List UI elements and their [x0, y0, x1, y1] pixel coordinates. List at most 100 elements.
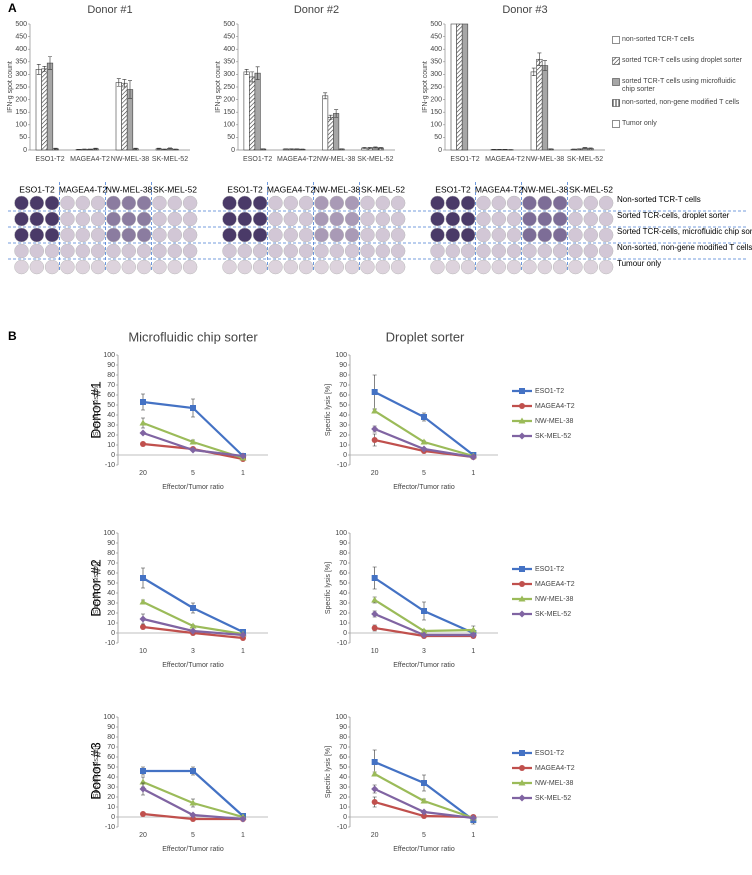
legend-marker [518, 779, 526, 786]
x-tick-label: MAGEA4-T2 [277, 156, 317, 163]
error-bar [531, 67, 536, 76]
well [344, 195, 360, 211]
well [283, 243, 299, 259]
y-tick-label: 90 [339, 540, 347, 547]
well [476, 211, 491, 227]
well [44, 211, 60, 227]
well [344, 227, 360, 243]
error-bar [328, 114, 333, 120]
y-tick-label: 0 [111, 814, 115, 821]
well [237, 195, 253, 211]
well [430, 227, 445, 243]
well [568, 259, 583, 275]
y-tick-label: -10 [337, 462, 347, 469]
y-tick-label: 90 [107, 724, 115, 731]
well [598, 243, 614, 259]
well [460, 259, 476, 275]
y-tick-label: 400 [223, 46, 235, 53]
well [75, 243, 91, 259]
well [314, 211, 329, 227]
well [60, 227, 75, 243]
well [314, 259, 329, 275]
well [252, 259, 268, 275]
marker [239, 631, 247, 639]
well [568, 243, 583, 259]
error-bar [93, 147, 98, 150]
marker [371, 596, 379, 603]
x-tick-label: 20 [139, 832, 147, 839]
well [329, 211, 345, 227]
bar [249, 76, 256, 151]
x-tick-label: 5 [422, 832, 426, 839]
y-tick-label: 70 [339, 560, 347, 567]
well [298, 211, 314, 227]
legend-label: Tumor only [622, 120, 657, 127]
y-tick-label: -10 [105, 462, 115, 469]
legend-label: MAGEA4-T2 [535, 403, 575, 410]
y-tick-label: -10 [337, 640, 347, 647]
y-axis-label: IFN-g spot count [422, 61, 429, 113]
y-tick-label: 80 [339, 372, 347, 379]
row-title: Donor #2 [88, 559, 104, 617]
marker [469, 814, 477, 822]
well [237, 259, 253, 275]
marker [189, 811, 197, 819]
legend-box: non-sorted TCR-T cells sorted TCR-T cells… [612, 36, 750, 141]
y-tick-label: 100 [103, 352, 115, 359]
chart-title: Donor #1 [87, 4, 132, 16]
marker [420, 797, 428, 804]
marker [469, 453, 477, 461]
marker [420, 808, 428, 816]
well [506, 243, 522, 259]
marker [421, 813, 427, 819]
well-column-header: MAGEA4-T2 [59, 184, 107, 194]
marker [140, 624, 146, 630]
x-axis-label: Effector/Tumor ratio [162, 846, 224, 853]
y-tick-label: 0 [111, 630, 115, 637]
y-tick-label: 50 [339, 580, 347, 587]
y-tick-label: 0 [343, 630, 347, 637]
panel-label: A [8, 1, 17, 15]
well-column-header: ESO1-T2 [435, 184, 471, 194]
column-title: Droplet sorter [386, 329, 465, 344]
x-tick-label: 20 [371, 832, 379, 839]
well [136, 227, 152, 243]
well [460, 195, 476, 211]
marker [140, 399, 146, 405]
legend-marker [518, 794, 526, 802]
y-tick-label: 150 [223, 109, 235, 116]
well-row-label: Sorted TCR-cells, droplet sorter [617, 211, 730, 220]
well [44, 195, 60, 211]
well [298, 227, 314, 243]
well [268, 195, 283, 211]
legend-label: sorted TCR-T cells using microfluidic ch… [622, 78, 736, 93]
marker [371, 759, 378, 765]
well [491, 195, 507, 211]
error-bar [122, 79, 127, 88]
y-tick-label: 0 [111, 452, 115, 459]
error-bar [173, 148, 178, 150]
y-tick-label: 0 [343, 452, 347, 459]
well [136, 195, 152, 211]
well [222, 227, 237, 243]
well [152, 259, 167, 275]
legend-item: non-sorted TCR-T cells [612, 36, 750, 57]
legend-label: NW-MEL-38 [535, 418, 573, 425]
well [152, 195, 167, 211]
well-row-label: Non-sorted, non-gene modified T cells [617, 243, 752, 252]
well [121, 195, 137, 211]
error-bar [261, 148, 266, 150]
marker [140, 811, 146, 817]
bar [115, 82, 122, 151]
error-bar [378, 147, 383, 149]
x-tick-label: ESO1-T2 [450, 156, 479, 163]
marker [469, 626, 477, 633]
legend-marker [518, 417, 526, 424]
well [568, 227, 583, 243]
well [182, 211, 198, 227]
error-bar [48, 56, 52, 70]
marker [420, 627, 428, 634]
well [476, 259, 491, 275]
y-tick-label: 100 [103, 530, 115, 537]
marker [189, 622, 197, 629]
